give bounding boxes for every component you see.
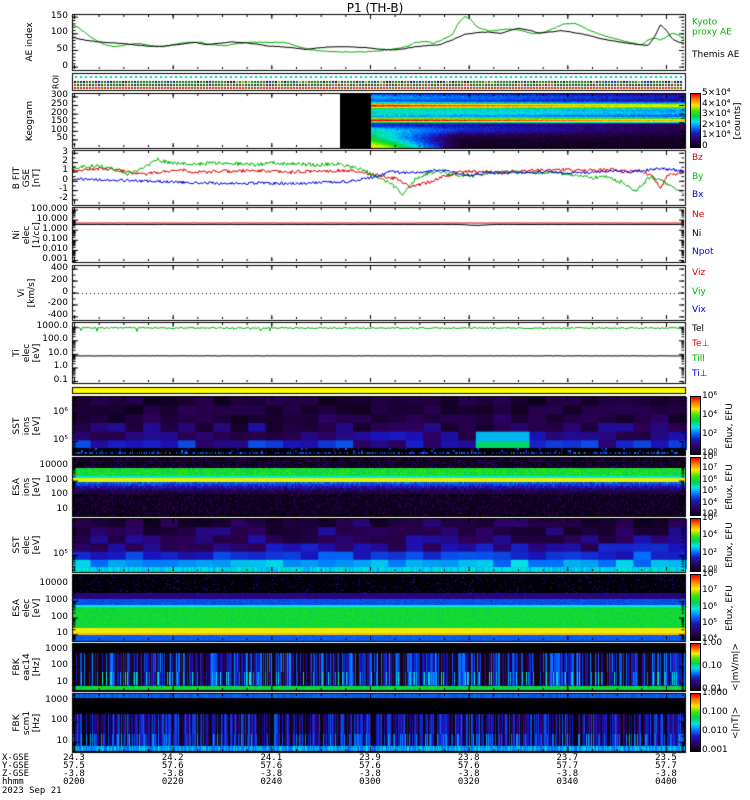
plot-title: P1 (TH-B) bbox=[346, 1, 404, 15]
